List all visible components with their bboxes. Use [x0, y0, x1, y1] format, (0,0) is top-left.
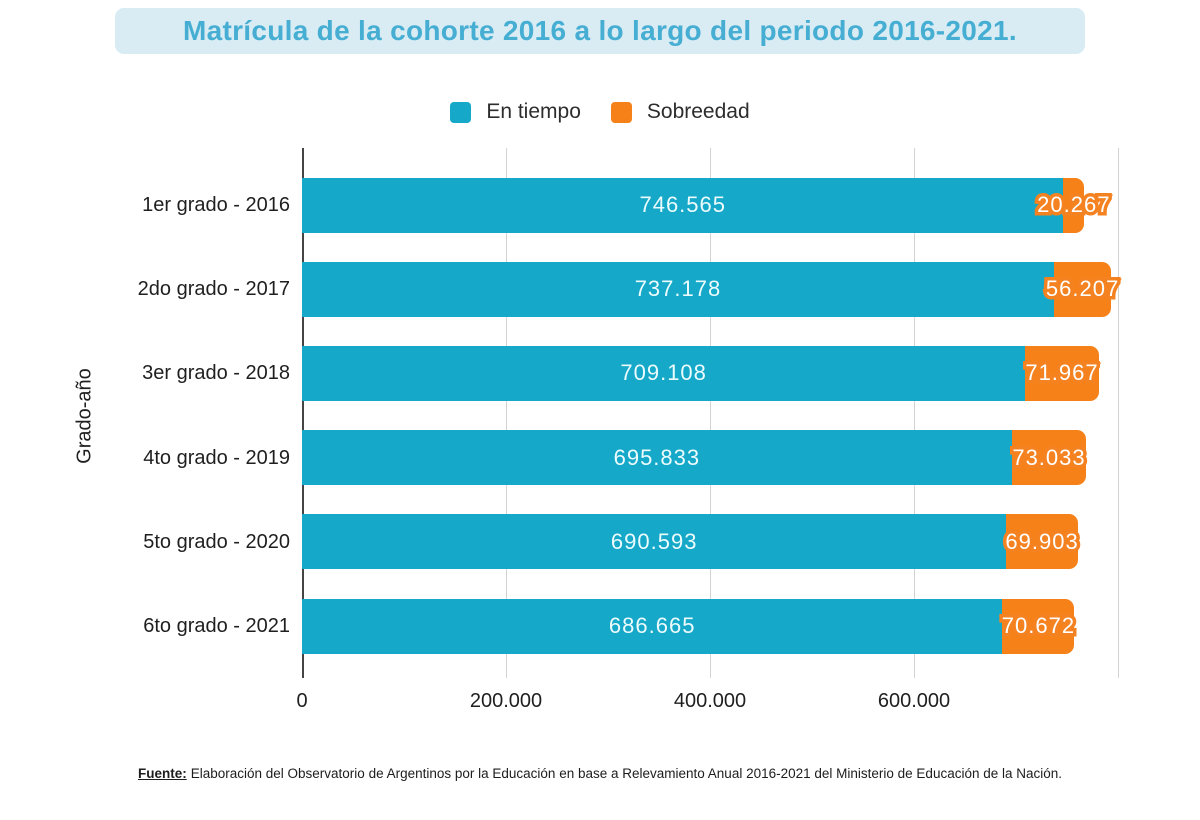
- legend-item-1: Sobreedad: [610, 100, 750, 124]
- sobreedad-value-text: 71.967: [1025, 360, 1099, 386]
- sobreedad-value-outline: 69.903: [1002, 527, 1081, 556]
- sobreedad-value-label: 56.207 56.207: [1042, 274, 1121, 303]
- category-label: 3er grado - 2018: [142, 362, 290, 385]
- sobreedad-value-text: 73.033: [1012, 444, 1086, 470]
- bar-row: 686.665: [302, 598, 1075, 654]
- bar-row: 709.108: [302, 345, 1099, 401]
- legend-label-0: En tiempo: [486, 100, 581, 123]
- source-note: Fuente: Elaboración del Observatorio de A…: [0, 766, 1200, 781]
- sobreedad-value-outline: 70.672: [998, 611, 1077, 640]
- category-label: 4to grado - 2019: [143, 446, 290, 469]
- sobreedad-value-text: 70.672: [1001, 613, 1076, 638]
- bar-segment-en-tiempo: 690.593: [302, 514, 1007, 570]
- legend-label-1: Sobreedad: [646, 100, 750, 123]
- legend-swatch-0: [450, 101, 472, 123]
- legend: En tiempo Sobreedad: [0, 96, 1200, 128]
- bar-row: 690.593: [302, 514, 1078, 570]
- en-tiempo-value-label: 686.665: [608, 613, 696, 638]
- bar-row: 737.178: [302, 261, 1112, 317]
- sobreedad-value-label: 71.967 71.967: [1022, 358, 1101, 387]
- source-text: Elaboración del Observatorio de Argentin…: [190, 766, 1063, 781]
- x-tick-label-200.000: 200.000: [469, 690, 543, 712]
- en-tiempo-value-label: 746.565: [639, 192, 726, 217]
- legend-item-0: En tiempo: [450, 100, 581, 124]
- category-label: 6to grado - 2021: [143, 615, 290, 637]
- x-tick-label-0: 0: [296, 690, 308, 712]
- bar-segment-en-tiempo: 695.833: [302, 430, 1012, 486]
- bar-segment-en-tiempo: 737.178: [302, 261, 1054, 317]
- legend-swatch-1: [610, 101, 632, 123]
- bar-segment-sobreedad: [1025, 345, 1099, 401]
- category-label: 1er grado - 2016: [142, 194, 290, 216]
- en-tiempo-value-label: 737.178: [634, 276, 722, 302]
- chart-title-banner: Matrícula de la cohorte 2016 a lo largo …: [115, 8, 1085, 54]
- en-tiempo-value-label: 690.593: [610, 528, 698, 554]
- sobreedad-value-outline: 56.207: [1042, 274, 1121, 303]
- en-tiempo-value-label: 709.108: [620, 360, 707, 386]
- category-label: 5to grado - 2020: [143, 530, 290, 553]
- gridline-200000: [506, 148, 507, 678]
- en-tiempo-value-label: 695.833: [613, 444, 701, 470]
- sobreedad-value-text: 20.267: [1037, 192, 1111, 217]
- category-label: 2do grado - 2017: [137, 278, 290, 301]
- sobreedad-value-outline: 20.267: [1034, 190, 1113, 219]
- x-tick-label-600.000: 600.000: [877, 690, 951, 712]
- sobreedad-value-label: 70.672 70.672: [998, 611, 1077, 640]
- bar-segment-en-tiempo: 746.565: [302, 177, 1064, 233]
- bar-row: 695.833: [302, 430, 1087, 486]
- sobreedad-value-label: 73.033 73.033: [1009, 443, 1088, 472]
- bar-segment-en-tiempo: 709.108: [302, 345, 1026, 401]
- x-tick-label-400.000: 400.000: [673, 690, 747, 712]
- bar-segment-sobreedad: [1063, 177, 1085, 233]
- bar-segment-en-tiempo: 686.665: [302, 598, 1003, 654]
- gridline-600000: [914, 148, 915, 678]
- sobreedad-value-label: 69.903 69.903: [1002, 527, 1081, 556]
- sobreedad-value-text: 56.207: [1045, 276, 1120, 302]
- y-axis-line: [302, 148, 304, 678]
- chart-title: Matrícula de la cohorte 2016 a lo largo …: [182, 15, 1018, 46]
- bar-segment-sobreedad: [1002, 598, 1075, 654]
- gridline-800000: [1118, 148, 1119, 678]
- bar-segment-sobreedad: [1006, 514, 1078, 570]
- bar-row: 746.565: [302, 177, 1085, 233]
- sobreedad-value-outline: 73.033: [1009, 443, 1088, 472]
- bar-segment-sobreedad: [1011, 430, 1087, 486]
- sobreedad-value-label: 20.267 20.267: [1034, 190, 1113, 219]
- sobreedad-value-outline: 71.967: [1022, 358, 1101, 387]
- y-axis-title: Grado-año: [73, 368, 96, 464]
- source-label: Fuente:: [137, 766, 187, 781]
- gridline-400000: [710, 148, 711, 678]
- bar-segment-sobreedad: [1053, 261, 1112, 317]
- sobreedad-value-text: 69.903: [1005, 528, 1079, 554]
